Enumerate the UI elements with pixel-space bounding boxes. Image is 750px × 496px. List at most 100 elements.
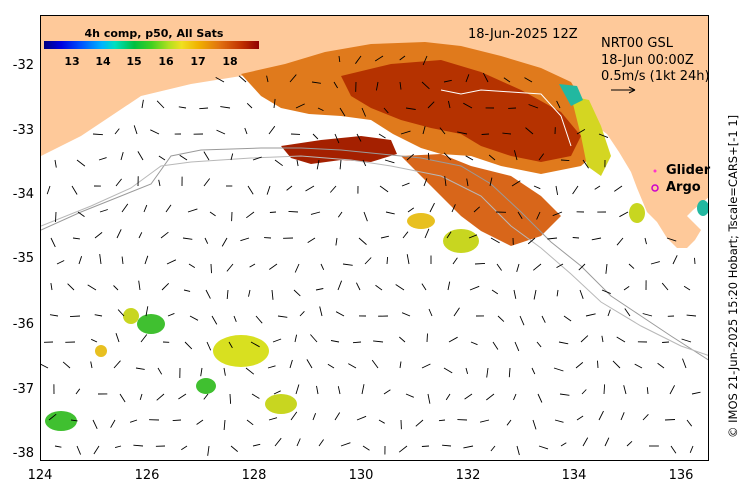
current-vector bbox=[603, 384, 606, 395]
current-vector bbox=[244, 127, 248, 135]
y-tick-label: -37 bbox=[12, 382, 34, 397]
current-vector bbox=[582, 159, 589, 169]
current-vector bbox=[120, 151, 124, 161]
current-vector bbox=[452, 257, 458, 265]
current-vector bbox=[223, 367, 226, 376]
colorbar-tick: 16 bbox=[158, 55, 174, 68]
current-vector bbox=[385, 211, 395, 215]
current-vector bbox=[54, 445, 62, 448]
current-vector bbox=[594, 185, 601, 190]
current-vector bbox=[306, 359, 313, 369]
current-vector bbox=[245, 367, 255, 375]
current-vector bbox=[576, 129, 586, 135]
current-vector bbox=[689, 445, 694, 453]
current-vector bbox=[572, 185, 579, 195]
current-vector bbox=[56, 260, 65, 265]
current-vector bbox=[54, 159, 57, 168]
current-vector bbox=[463, 445, 474, 449]
current-vector bbox=[355, 55, 362, 64]
current-vector bbox=[294, 263, 300, 273]
current-vector bbox=[513, 289, 517, 299]
current-vector bbox=[378, 419, 385, 424]
current-vector bbox=[76, 159, 86, 167]
current-vector bbox=[491, 289, 499, 295]
current-vector bbox=[121, 256, 124, 265]
current-vector bbox=[141, 99, 144, 109]
current-vector bbox=[447, 281, 451, 291]
current-vector bbox=[465, 74, 470, 83]
map-plot-area[interactable] bbox=[40, 15, 709, 461]
current-info-line3: 0.5m/s (1kt 24h) bbox=[601, 69, 710, 84]
current-vector bbox=[597, 360, 599, 369]
current-vector bbox=[267, 365, 276, 369]
current-vector bbox=[626, 440, 633, 447]
current-vector bbox=[274, 437, 282, 447]
current-vector bbox=[421, 81, 430, 90]
current-vector bbox=[337, 280, 343, 291]
sst-hot-core bbox=[341, 60, 581, 162]
x-tick-label: 124 bbox=[27, 468, 53, 483]
current-vector bbox=[662, 341, 670, 343]
current-vector bbox=[182, 237, 193, 240]
current-vector bbox=[133, 125, 138, 135]
current-vector bbox=[426, 333, 428, 343]
current-vector bbox=[161, 282, 170, 291]
current-vector bbox=[318, 439, 324, 447]
sst-patch bbox=[407, 213, 435, 229]
current-vector bbox=[572, 237, 580, 239]
current-vector bbox=[293, 289, 301, 297]
current-vector bbox=[400, 130, 411, 135]
current-vector bbox=[150, 129, 160, 135]
current-vector bbox=[407, 207, 415, 213]
current-vector bbox=[427, 101, 435, 109]
current-vector bbox=[137, 151, 144, 161]
current-vector bbox=[69, 315, 81, 318]
current-vector bbox=[251, 393, 260, 399]
current-vector bbox=[339, 107, 346, 117]
current-vector bbox=[70, 419, 78, 422]
argo-marker bbox=[651, 184, 659, 192]
current-vector bbox=[486, 367, 489, 378]
current-vector bbox=[552, 211, 563, 217]
map-timestamp: 18-Jun-2025 12Z bbox=[468, 27, 578, 42]
current-vector bbox=[598, 410, 604, 421]
current-vector bbox=[578, 263, 586, 271]
current-vector bbox=[558, 341, 569, 345]
current-vector bbox=[378, 133, 386, 139]
colorbar-tick: 15 bbox=[126, 55, 142, 68]
current-vector bbox=[473, 206, 481, 213]
current-vector bbox=[133, 444, 144, 447]
glider-legend-label: Glider bbox=[666, 163, 711, 178]
current-vector bbox=[67, 283, 75, 291]
current-vector bbox=[99, 254, 102, 265]
current-vector bbox=[115, 178, 122, 187]
current-vector bbox=[585, 313, 596, 317]
current-vector bbox=[402, 231, 409, 239]
current-vector bbox=[266, 185, 271, 195]
current-vector bbox=[538, 445, 549, 450]
current-vector bbox=[116, 229, 122, 239]
current-vector bbox=[311, 81, 321, 84]
current-vector bbox=[575, 362, 584, 369]
bathymetry-contour bbox=[440, 89, 572, 147]
current-vector bbox=[379, 185, 389, 193]
colorbar-tick: 17 bbox=[190, 55, 206, 68]
current-vector bbox=[383, 389, 391, 395]
current-vector bbox=[71, 185, 78, 195]
current-vector bbox=[274, 159, 283, 167]
current-vector bbox=[49, 314, 59, 317]
colorbar bbox=[44, 41, 259, 49]
current-vector bbox=[166, 259, 177, 265]
current-vector bbox=[591, 237, 602, 241]
current-vector bbox=[438, 419, 446, 422]
current-vector bbox=[226, 289, 229, 300]
bathymetry-contour bbox=[41, 147, 708, 361]
current-vector bbox=[598, 133, 609, 139]
current-vector bbox=[271, 289, 274, 300]
y-tick-label: -38 bbox=[12, 446, 34, 461]
current-vector bbox=[516, 263, 520, 273]
current-vector bbox=[296, 438, 301, 447]
current-vector bbox=[383, 107, 389, 114]
current-vector bbox=[623, 286, 630, 291]
current-vector bbox=[273, 390, 281, 395]
